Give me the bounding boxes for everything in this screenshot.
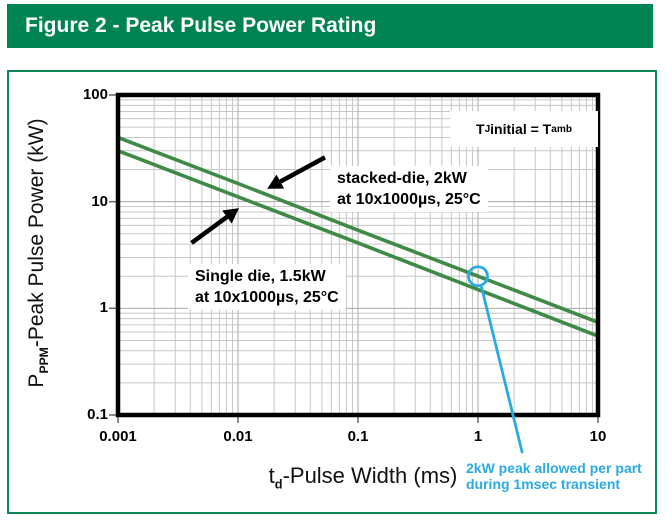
- callout-leader-line: [480, 285, 524, 454]
- y-tick-label: 0.1: [87, 406, 108, 423]
- y-tick-label: 100: [82, 86, 108, 103]
- condition-subscript-amb: amb: [551, 123, 572, 135]
- x-tick-label: 0.01: [223, 428, 253, 445]
- y-tick-label: 1: [99, 299, 108, 317]
- y-axis-label-symbol: P: [24, 373, 48, 388]
- condition-text: initial = T: [490, 121, 552, 137]
- figure-title-bar: Figure 2 - Peak Pulse Power Rating: [7, 4, 653, 48]
- y-axis-label: PPPM-Peak Pulse Power (kW): [25, 118, 51, 387]
- series-label-stacked-die: stacked-die, 2kW at 10x1000µs, 25°C: [330, 166, 488, 212]
- series-line-single-die: [117, 149, 599, 338]
- series-label-single-die-line2: at 10x1000µs, 25°C: [195, 289, 339, 306]
- x-tick-label: 0.1: [347, 428, 369, 445]
- condition-symbol-t: T: [476, 121, 485, 137]
- arrow-head-1: [267, 174, 285, 189]
- series-line-stacked-die: [117, 135, 599, 324]
- x-axis-label-text: -Pulse Width (ms): [282, 463, 458, 488]
- x-axis-label-symbol: t: [268, 463, 275, 488]
- x-tick-label: 1: [473, 428, 483, 445]
- x-axis-label-subscript: d: [274, 476, 283, 492]
- callout-note: 2kW peak allowed per part during 1msec t…: [466, 460, 642, 492]
- callout-marker-circle: [467, 265, 489, 288]
- y-tick-label: 10: [91, 192, 108, 210]
- arrow-shaft-1: [279, 155, 326, 184]
- callout-note-line1: 2kW peak allowed per part: [466, 460, 642, 476]
- series-label-stacked-die-line2: at 10x1000µs, 25°C: [337, 191, 481, 208]
- x-tick-label: 0.001: [99, 428, 137, 445]
- callout-note-line2: during 1msec transient: [466, 476, 621, 492]
- x-axis-label: td-Pulse Width (ms): [269, 463, 458, 491]
- series-label-stacked-die-line1: stacked-die, 2kW: [337, 170, 467, 187]
- arrow-shaft-2: [190, 215, 229, 245]
- y-axis-label-subscript: PPM: [37, 347, 52, 374]
- series-label-single-die-line1: Single die, 1.5kW: [195, 268, 326, 285]
- arrow-head-2: [222, 208, 240, 224]
- figure-title: Figure 2 - Peak Pulse Power Rating: [25, 14, 377, 37]
- condition-subscript-j: J: [484, 123, 491, 135]
- x-tick-label: 10: [589, 428, 607, 445]
- plot-border: [115, 92, 601, 418]
- series-label-single-die: Single die, 1.5kW at 10x1000µs, 25°C: [188, 264, 346, 310]
